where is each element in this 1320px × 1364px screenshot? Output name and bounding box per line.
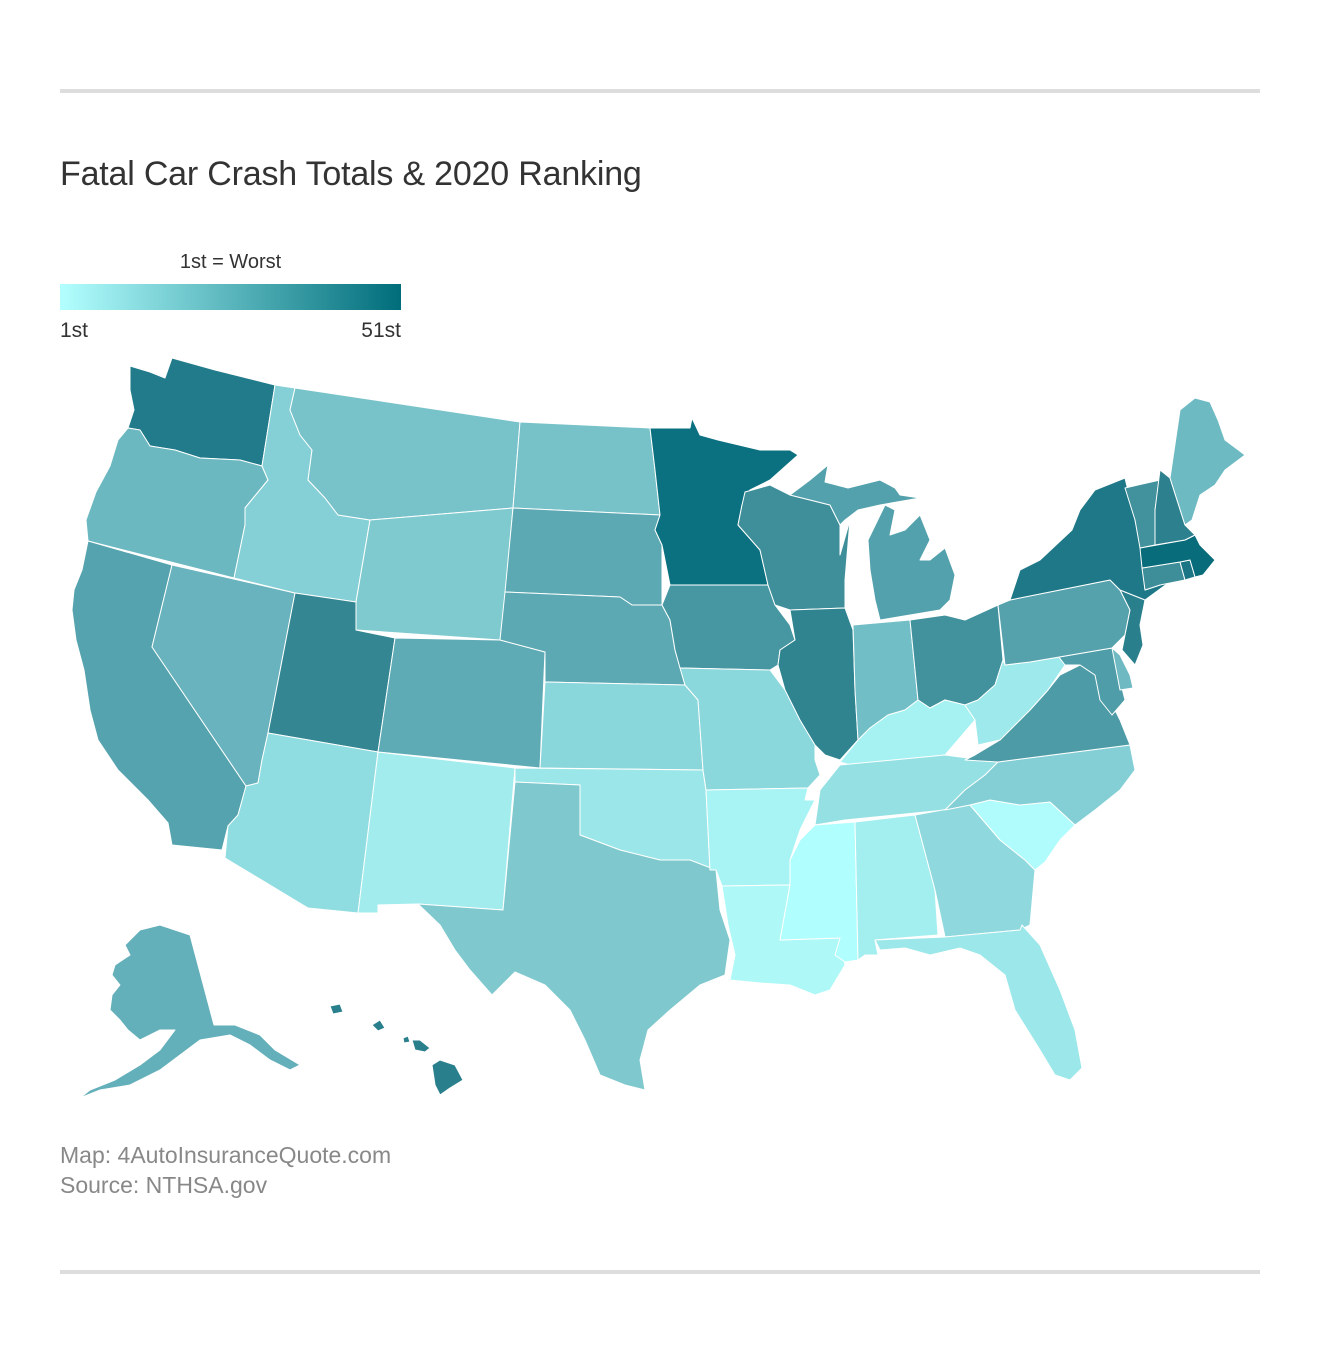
legend-gradient-bar: [60, 284, 401, 310]
credits: Map: 4AutoInsuranceQuote.com Source: NTH…: [60, 1140, 391, 1200]
state-MI-lower[interactable]: [867, 504, 956, 621]
us-choropleth-map: [0, 340, 1320, 1120]
color-legend: 1st = Worst 1st 51st: [60, 250, 401, 343]
state-FL[interactable]: [874, 924, 1083, 1081]
state-KS[interactable]: [539, 681, 704, 771]
legend-title: 1st = Worst: [179, 251, 282, 273]
map-credit: Map: 4AutoInsuranceQuote.com: [60, 1142, 392, 1168]
state-DE[interactable]: [1111, 647, 1134, 691]
state-CO[interactable]: [377, 637, 546, 769]
state-SD[interactable]: [504, 507, 663, 606]
state-MI-upper[interactable]: [789, 464, 921, 526]
state-NC[interactable]: [944, 744, 1136, 826]
top-divider: [60, 89, 1260, 93]
source-credit: Source: NTHSA.gov: [60, 1172, 268, 1198]
map-svg: [71, 357, 1246, 1099]
state-NM[interactable]: [357, 751, 516, 914]
state-WY[interactable]: [355, 507, 514, 641]
state-TX[interactable]: [417, 781, 731, 1091]
state-HI[interactable]: [329, 1003, 464, 1096]
state-ME[interactable]: [1169, 397, 1246, 526]
bottom-divider: [60, 1270, 1260, 1274]
state-AK[interactable]: [79, 924, 301, 1099]
legend-min-label: 1st: [60, 319, 89, 342]
state-ND[interactable]: [512, 421, 661, 516]
state-NJ[interactable]: [1119, 589, 1146, 666]
chart-title: Fatal Car Crash Totals & 2020 Ranking: [60, 155, 642, 193]
legend-max-label: 51st: [361, 319, 401, 342]
